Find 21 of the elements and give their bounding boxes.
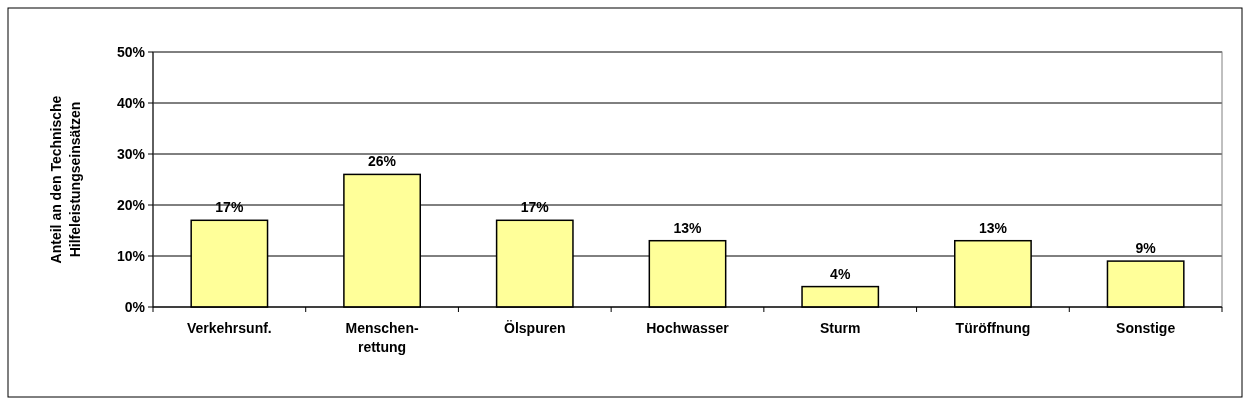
x-tick-label: Sturm [819,320,861,336]
data-label: 13% [673,219,703,236]
x-tick-label: Ölspuren [504,320,566,336]
data-label: 13% [978,219,1008,236]
x-tick-label: Verkehrsunf. [186,320,272,336]
y-tick-label: 0% [124,298,146,315]
x-tick-label: Hochwasser [646,320,730,336]
y-tick-label: 40% [116,94,146,111]
y-tick-label: 30% [116,145,146,162]
y-tick-label: 50% [116,43,146,60]
data-label: 4% [830,265,851,282]
x-tick-label: Türöffnung [955,320,1031,336]
data-label: 26% [368,153,397,170]
data-label: 17% [520,199,550,216]
y-tick-label: 10% [116,247,146,264]
x-tick-label: Menschen-rettung [345,320,419,355]
y-tick-label: 20% [116,196,146,213]
data-label: 9% [1135,240,1157,257]
x-tick-label: Sonstige [1116,320,1176,336]
data-label: 17% [215,199,244,216]
y-axis-title: Anteil an den Technische Hilfeleistungseinsätzen [47,95,83,264]
